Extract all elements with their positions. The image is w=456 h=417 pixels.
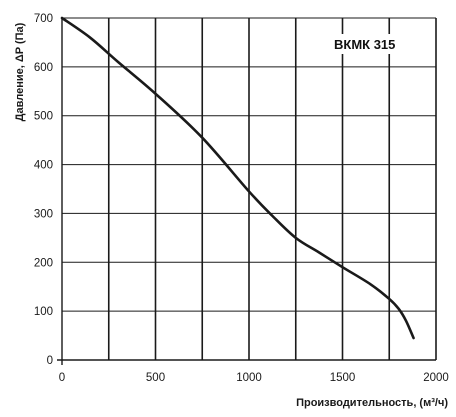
y-tick-label: 500: [34, 111, 53, 123]
y-tick-label: 0: [47, 355, 53, 367]
series-line: [60, 16, 415, 340]
x-tick-label: 2000: [423, 372, 449, 384]
x-tick-label: 500: [146, 372, 165, 384]
x-axis-title: Производительность, (м³/ч): [296, 397, 448, 409]
y-tick-label: 100: [34, 306, 53, 318]
x-tick-label: 1000: [236, 372, 262, 384]
y-tick-label: 200: [34, 257, 53, 269]
x-tick-label: 1500: [330, 372, 356, 384]
grid: [62, 17, 437, 361]
x-axis-ticks: 0 500 1000 1500 2000: [59, 372, 449, 384]
y-axis-title: Давление, ΔP (Па): [14, 22, 26, 121]
legend-background: [326, 34, 412, 54]
legend: ВКМК 315: [326, 34, 412, 54]
y-tick-label: 700: [34, 13, 53, 25]
legend-label: ВКМК 315: [334, 37, 395, 52]
x-tick-label: 0: [59, 372, 65, 384]
y-tick-label: 600: [34, 62, 53, 74]
y-tick-label: 300: [34, 208, 53, 220]
plot-frame: [57, 18, 436, 365]
y-axis-ticks: 0 100 200 300 400 500 600 700: [34, 13, 53, 367]
y-tick-label: 400: [34, 160, 53, 172]
series-layer: [60, 16, 415, 340]
